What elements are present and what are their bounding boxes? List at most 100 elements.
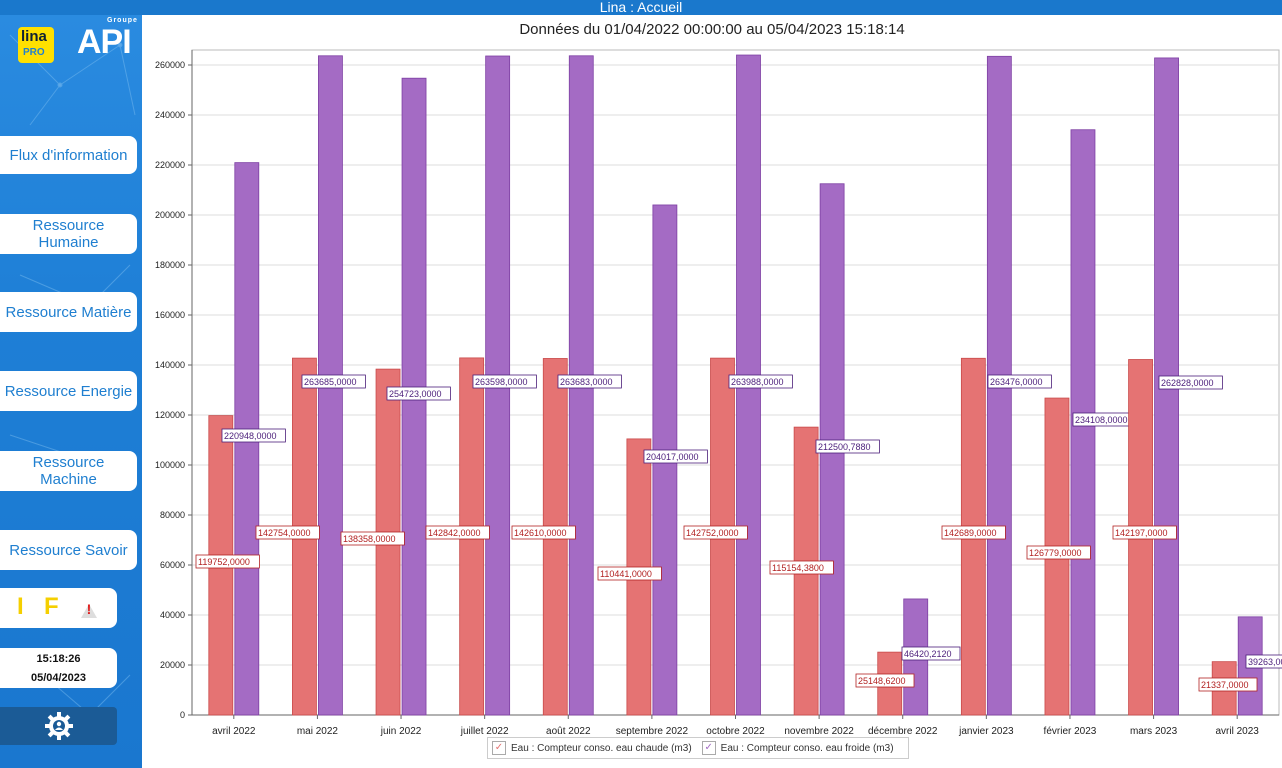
data-label: 254723,0000 [389,389,442,399]
data-label-box [557,374,622,389]
data-label-box [425,525,490,540]
data-label-box [1112,525,1177,540]
data-label-box [1026,545,1091,560]
x-tick-label: novembre 2022 [784,726,854,737]
x-tick-label: avril 2022 [212,726,256,737]
clock-panel: 15:18:26 05/04/2023 [0,648,117,688]
data-label-box [1198,677,1258,692]
x-tick-label: février 2023 [1044,726,1097,737]
data-label-box [511,525,576,540]
status-f-indicator: F [44,593,59,620]
data-label-box [987,374,1052,389]
window-title: Lina : Accueil [0,0,1282,15]
alert-icon: ! [81,601,97,618]
data-label: 234108,0000 [1075,415,1128,425]
data-label: 263683,0000 [560,377,613,387]
x-tick-label: janvier 2023 [958,726,1014,737]
sidebar: lina PRO Groupe API Flux d'information R… [0,15,142,768]
settings-button[interactable] [0,707,117,745]
nav-label: Ressource Matière [5,303,132,321]
logo-lina-text: lina [21,28,47,45]
data-label: 142754,0000 [258,528,311,538]
data-label-box [1245,654,1282,669]
data-label: 39263,0000 [1248,657,1282,667]
x-tick-label: juin 2022 [380,726,422,737]
data-label: 25148,6200 [858,676,906,686]
x-tick-label: mars 2023 [1130,726,1178,737]
data-label: 142610,0000 [514,528,567,538]
legend-check-icon: ✓ [492,741,506,755]
bar-chart: 0 20000 40000 60000 80000 100000 120000 140000 1… [155,49,1282,737]
data-label-box [683,525,748,540]
nav-label: Ressource Machine [32,454,105,488]
data-label-box [472,374,537,389]
y-tick-label: 80000 [160,510,185,520]
status-i-indicator: I [17,593,24,620]
y-tick-label: 220000 [155,160,185,170]
data-label: 46420,2120 [904,649,952,659]
data-label: 204017,0000 [646,452,699,462]
lina-pro-logo: lina PRO [18,27,54,63]
data-label-box [195,554,260,569]
logo-api-text: API [77,23,132,61]
data-label-box [855,673,915,688]
nav-ressource-energie-button[interactable]: Ressource Energie [0,371,137,411]
chart-legend: ✓ Eau : Compteur conso. eau chaude (m3) … [487,737,909,759]
data-label: 263685,0000 [304,377,357,387]
nav-ressource-matiere-button[interactable]: Ressource Matière [0,292,137,332]
nav-flux-information-button[interactable]: Flux d'information [0,136,137,174]
data-label-box [221,428,286,443]
data-label-box [301,374,366,389]
nav-label: Flux d'information [9,146,128,164]
data-label: 142197,0000 [1115,528,1168,538]
data-label-box [386,386,451,401]
clock-date: 05/04/2023 [30,672,87,684]
data-label-box [597,566,662,581]
logo-groupe-text: Groupe [107,17,138,24]
y-tick-label: 20000 [160,660,185,670]
data-label: 263988,0000 [731,377,784,387]
x-tick-label: juillet 2022 [460,726,509,737]
y-tick-label: 0 [180,710,185,720]
y-tick-label: 60000 [160,560,185,570]
data-label-box [1158,375,1223,390]
nav-ressource-machine-button[interactable]: Ressource Machine [0,451,137,491]
data-label: 138358,0000 [343,534,396,544]
nav-ressource-savoir-button[interactable]: Ressource Savoir [0,530,137,570]
y-tick-label: 180000 [155,260,185,270]
data-label: 212500,7880 [818,442,871,452]
y-tick-label: 160000 [155,310,185,320]
x-tick-label: septembre 2022 [616,726,689,737]
data-label: 262828,0000 [1161,378,1214,388]
y-tick-label: 120000 [155,410,185,420]
x-tick-label: mai 2022 [297,726,339,737]
data-label-box [340,531,405,546]
legend-item-eau-froide[interactable]: ✓ Eau : Compteur conso. eau froide (m3) [701,741,894,755]
clock-time: 15:18:26 [36,653,81,665]
legend-label: Eau : Compteur conso. eau froide (m3) [720,742,894,754]
data-label: 142689,0000 [944,528,997,538]
nav-ressource-humaine-button[interactable]: Ressource Humaine [0,214,137,254]
data-label-box [901,646,961,661]
data-label-box [941,525,1006,540]
data-label: 263476,0000 [990,377,1043,387]
data-label: 21337,0000 [1201,680,1249,690]
data-label: 142842,0000 [428,528,481,538]
data-label: 119752,0000 [198,557,250,567]
data-label: 142752,0000 [686,528,739,538]
data-label: 126779,0000 [1029,548,1082,558]
data-label-box [255,525,320,540]
gear-icon [44,712,73,740]
nav-label: Ressource Energie [4,382,133,400]
nav-label: Ressource Savoir [9,541,128,559]
y-tick-label: 200000 [155,210,185,220]
status-indicators[interactable]: I F ! [0,588,117,628]
legend-item-eau-chaude[interactable]: ✓ Eau : Compteur conso. eau chaude (m3) [492,741,692,755]
legend-label: Eau : Compteur conso. eau chaude (m3) [511,742,692,754]
y-tick-label: 140000 [155,360,185,370]
y-tick-label: 100000 [155,460,185,470]
x-tick-label: avril 2023 [1216,726,1260,737]
alert-mark: ! [87,601,92,617]
legend-check-icon: ✓ [701,741,716,755]
main-panel: Données du 01/04/2022 00:00:00 au 05/04/… [142,15,1282,768]
